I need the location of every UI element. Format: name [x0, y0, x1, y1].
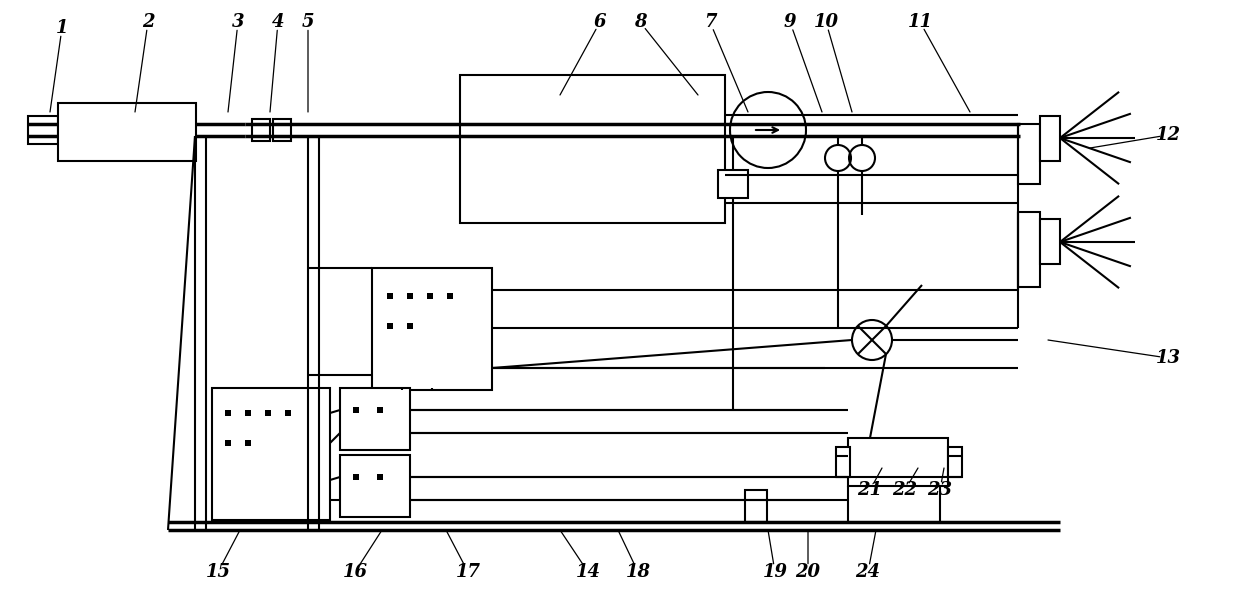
Text: 15: 15: [206, 563, 231, 581]
Text: 1: 1: [56, 19, 68, 37]
Text: 22: 22: [893, 481, 918, 499]
Text: 8: 8: [634, 13, 646, 31]
Text: 5: 5: [301, 13, 314, 31]
Bar: [212, 388, 330, 520]
Bar: [273, 119, 291, 141]
Text: 14: 14: [575, 563, 600, 581]
Text: 12: 12: [1156, 126, 1180, 144]
Bar: [252, 119, 270, 141]
Bar: [836, 447, 849, 477]
Bar: [949, 447, 962, 477]
Bar: [58, 103, 196, 161]
Bar: [29, 116, 58, 144]
Bar: [460, 75, 725, 223]
Bar: [745, 490, 768, 522]
Bar: [1040, 219, 1060, 264]
Text: 6: 6: [594, 13, 606, 31]
Text: 17: 17: [455, 563, 481, 581]
Text: 13: 13: [1156, 349, 1180, 367]
Text: 16: 16: [342, 563, 367, 581]
Text: 2: 2: [141, 13, 154, 31]
Bar: [848, 438, 949, 486]
Text: 7: 7: [704, 13, 717, 31]
Text: 10: 10: [813, 13, 838, 31]
Text: 18: 18: [625, 563, 651, 581]
Bar: [340, 388, 410, 450]
Text: 11: 11: [908, 13, 932, 31]
Text: 24: 24: [856, 563, 880, 581]
Bar: [1040, 116, 1060, 161]
Bar: [1018, 124, 1040, 184]
Bar: [1018, 212, 1040, 287]
Bar: [372, 268, 492, 390]
Text: 9: 9: [784, 13, 796, 31]
Text: 23: 23: [928, 481, 952, 499]
Bar: [340, 455, 410, 517]
Text: 20: 20: [796, 563, 821, 581]
Bar: [718, 170, 748, 198]
Text: 19: 19: [763, 563, 787, 581]
Text: 21: 21: [858, 481, 883, 499]
Text: 3: 3: [232, 13, 244, 31]
Text: 4: 4: [272, 13, 284, 31]
